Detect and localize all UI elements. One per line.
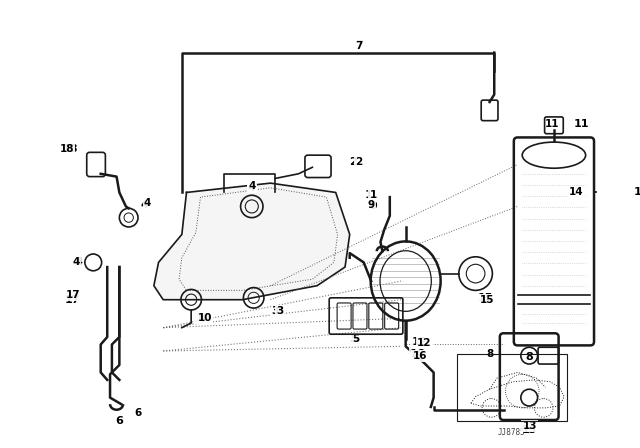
Text: 17: 17 [65,295,81,305]
Text: 7: 7 [355,41,363,51]
Text: 15: 15 [479,295,494,305]
Text: 14: 14 [634,187,640,198]
Text: 17: 17 [65,290,80,300]
Text: 13: 13 [522,421,537,431]
Text: 10: 10 [196,313,211,323]
Text: 9: 9 [369,202,377,211]
Text: 18: 18 [60,144,74,154]
Text: 10: 10 [198,313,212,323]
Text: 7: 7 [355,40,363,50]
Text: 6: 6 [134,409,141,418]
Text: 14: 14 [569,187,584,198]
Text: 1: 1 [369,190,377,200]
Text: 12: 12 [412,336,428,347]
Text: 1: 1 [364,190,372,200]
Polygon shape [154,183,349,300]
Text: 8: 8 [486,349,493,359]
Text: 4: 4 [248,181,255,191]
Text: JJ8785: JJ8785 [498,428,526,437]
Text: 12: 12 [417,338,431,348]
Text: 4: 4 [143,198,151,208]
Text: 4: 4 [248,183,256,193]
Text: 8: 8 [525,352,532,362]
Text: 4: 4 [141,199,148,210]
Text: 4: 4 [74,258,83,267]
Text: 6: 6 [115,416,124,426]
Text: 11: 11 [574,119,589,129]
Text: 5: 5 [351,334,358,344]
Text: 16: 16 [412,351,427,361]
Text: 16: 16 [410,349,426,359]
Text: 5: 5 [353,334,360,344]
Text: 15: 15 [477,293,493,303]
Text: 9: 9 [367,199,374,210]
Text: 4: 4 [73,258,80,267]
Text: 11: 11 [545,119,559,129]
Text: 2: 2 [349,157,356,167]
Text: 3: 3 [271,306,279,316]
Text: 2: 2 [355,157,363,167]
Text: 3: 3 [276,306,284,316]
Bar [457,354,567,421]
Text: 13: 13 [522,425,537,435]
Text: 18: 18 [63,144,79,154]
